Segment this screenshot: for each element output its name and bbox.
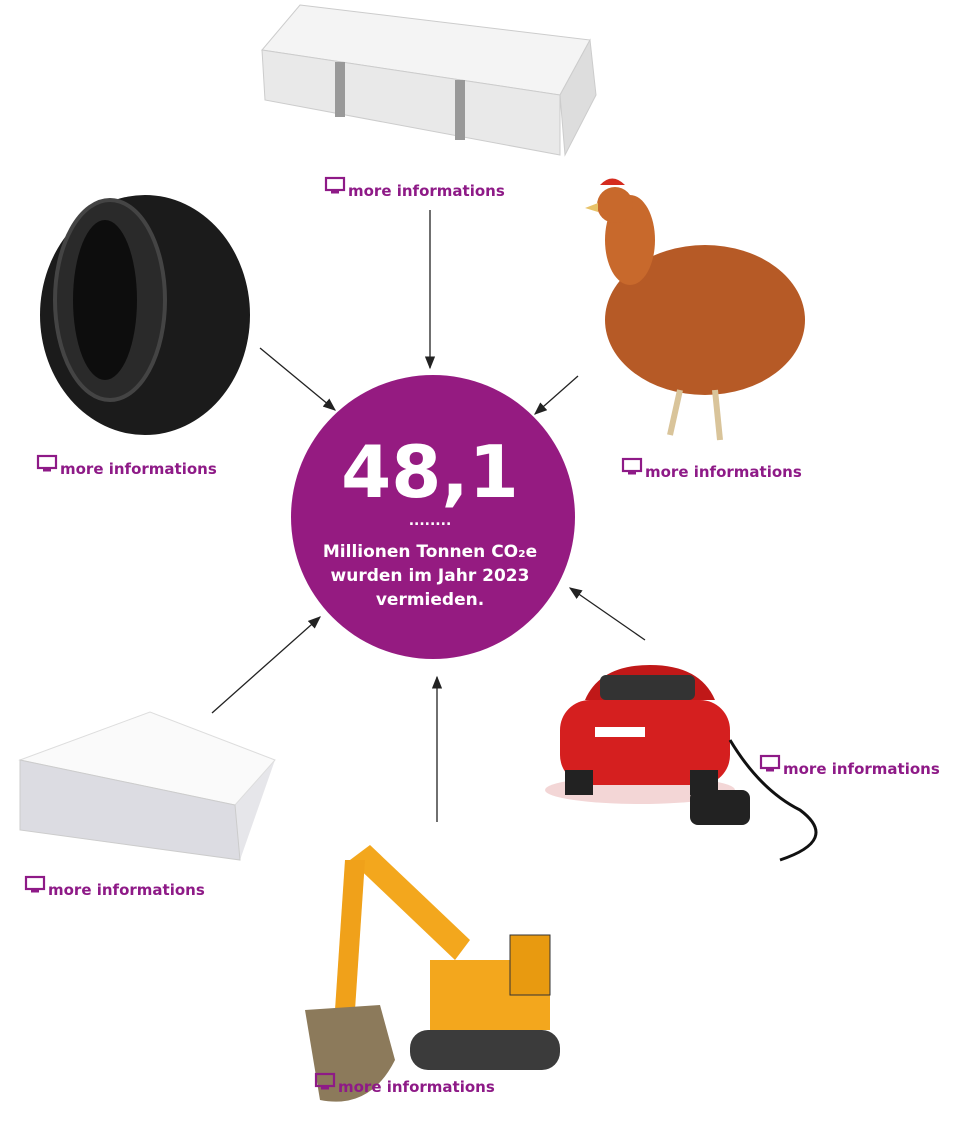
link[interactable]: more informations [26, 877, 205, 899]
center-dots: ........ [409, 513, 452, 529]
link-text[interactable]: more informations [348, 182, 505, 200]
link-text[interactable]: more informations [783, 760, 940, 778]
arrow [535, 376, 578, 414]
arrow [570, 588, 645, 640]
arrow [260, 348, 335, 410]
tire-image [40, 195, 250, 435]
link[interactable]: more informations [38, 456, 217, 478]
excavator-image [305, 845, 560, 1102]
link[interactable]: more informations [761, 756, 940, 778]
link[interactable]: more informations [623, 459, 802, 481]
link-text[interactable]: more informations [48, 881, 205, 899]
car-image [545, 665, 816, 860]
link-text[interactable]: more informations [645, 463, 802, 481]
center-line: Millionen Tonnen CO₂e [323, 542, 537, 562]
center-line: vermieden. [376, 590, 484, 610]
center-line: wurden im Jahr 2023 [331, 566, 530, 586]
mattress-image [262, 5, 596, 155]
center-value: 48,1 [341, 430, 519, 514]
link[interactable]: more informations [326, 178, 505, 200]
link-text[interactable]: more informations [338, 1078, 495, 1096]
chicken-image [585, 179, 805, 441]
infographic: 48,1 ........ Millionen Tonnen CO₂e wurd… [0, 0, 971, 1125]
paper-image [20, 712, 275, 860]
arrow [212, 617, 320, 713]
link-text[interactable]: more informations [60, 460, 217, 478]
link[interactable]: more informations [316, 1074, 495, 1096]
